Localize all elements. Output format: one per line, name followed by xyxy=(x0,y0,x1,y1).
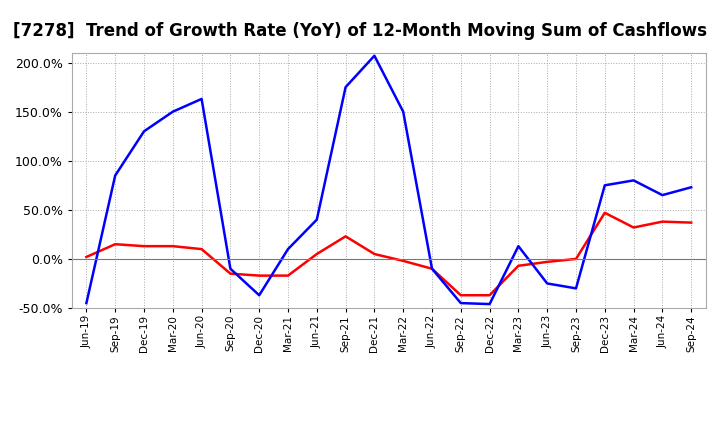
Operating Cashflow xyxy=(514,263,523,268)
Free Cashflow xyxy=(399,109,408,114)
Operating Cashflow xyxy=(399,258,408,264)
Operating Cashflow xyxy=(600,210,609,216)
Free Cashflow xyxy=(226,266,235,271)
Free Cashflow xyxy=(687,185,696,190)
Free Cashflow xyxy=(168,109,177,114)
Free Cashflow xyxy=(370,53,379,59)
Free Cashflow xyxy=(197,96,206,102)
Free Cashflow xyxy=(456,301,465,306)
Operating Cashflow xyxy=(687,220,696,225)
Free Cashflow xyxy=(284,246,292,252)
Operating Cashflow xyxy=(284,273,292,278)
Operating Cashflow xyxy=(543,259,552,264)
Free Cashflow xyxy=(572,286,580,291)
Operating Cashflow xyxy=(629,225,638,230)
Free Cashflow xyxy=(82,301,91,306)
Operating Cashflow xyxy=(168,243,177,249)
Line: Operating Cashflow: Operating Cashflow xyxy=(86,213,691,295)
Operating Cashflow xyxy=(140,243,148,249)
Operating Cashflow xyxy=(572,256,580,261)
Operating Cashflow xyxy=(428,266,436,271)
Free Cashflow xyxy=(341,84,350,90)
Operating Cashflow xyxy=(255,273,264,278)
Operating Cashflow xyxy=(370,251,379,257)
Free Cashflow xyxy=(629,178,638,183)
Free Cashflow xyxy=(111,173,120,178)
Free Cashflow xyxy=(658,192,667,198)
Text: [7278]  Trend of Growth Rate (YoY) of 12-Month Moving Sum of Cashflows: [7278] Trend of Growth Rate (YoY) of 12-… xyxy=(13,22,707,40)
Free Cashflow xyxy=(428,266,436,271)
Operating Cashflow xyxy=(658,219,667,224)
Line: Free Cashflow: Free Cashflow xyxy=(86,56,691,304)
Operating Cashflow xyxy=(485,293,494,298)
Free Cashflow xyxy=(140,128,148,134)
Operating Cashflow xyxy=(341,234,350,239)
Operating Cashflow xyxy=(456,293,465,298)
Operating Cashflow xyxy=(82,254,91,260)
Free Cashflow xyxy=(312,217,321,222)
Free Cashflow xyxy=(600,183,609,188)
Operating Cashflow xyxy=(312,251,321,257)
Free Cashflow xyxy=(514,243,523,249)
Operating Cashflow xyxy=(197,246,206,252)
Operating Cashflow xyxy=(226,271,235,276)
Free Cashflow xyxy=(543,281,552,286)
Operating Cashflow xyxy=(111,242,120,247)
Free Cashflow xyxy=(485,301,494,307)
Free Cashflow xyxy=(255,293,264,298)
